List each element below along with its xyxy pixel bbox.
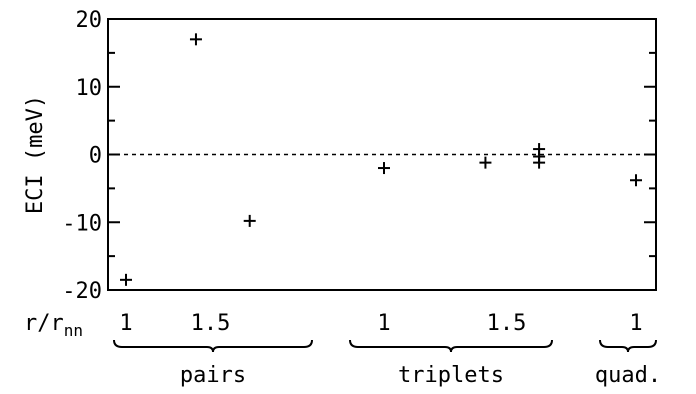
group-label: triplets xyxy=(398,363,504,388)
group-label: pairs xyxy=(180,363,246,388)
data-point xyxy=(479,156,492,169)
y-axis-label: ECI (meV) xyxy=(23,95,48,214)
axes xyxy=(107,18,657,291)
x-tick-label: 1.5 xyxy=(487,311,527,336)
data-point xyxy=(630,174,642,187)
x-tick-label: 1 xyxy=(377,311,390,336)
y-tick-label: 20 xyxy=(76,8,103,33)
y-tick-label: -20 xyxy=(62,279,102,304)
axis-labels: 20 10 0 -10 -20 ECI (meV) r/rnn 1 1.5 1 1.5 1 xyxy=(23,8,643,340)
y-tick-label: 0 xyxy=(89,144,102,169)
y-tick-label: 10 xyxy=(76,76,103,101)
group-brace xyxy=(349,339,553,353)
group-brace xyxy=(113,339,313,353)
group-label: quad. xyxy=(595,363,661,388)
data-points xyxy=(120,33,642,286)
group-braces: pairs triplets quad. xyxy=(113,339,661,388)
x-axis-label-subscript: nn xyxy=(64,321,83,340)
x-axis-label: r/rnn xyxy=(24,311,83,340)
data-point xyxy=(120,273,132,286)
x-tick-label: 1 xyxy=(629,311,642,336)
data-point xyxy=(533,156,546,169)
data-point xyxy=(189,33,202,46)
data-point xyxy=(378,162,390,175)
group-brace xyxy=(599,339,657,353)
x-tick-label: 1.5 xyxy=(191,311,231,336)
x-tick-label: 1 xyxy=(119,311,132,336)
y-tick-label: -10 xyxy=(62,211,102,236)
data-point xyxy=(243,214,256,227)
